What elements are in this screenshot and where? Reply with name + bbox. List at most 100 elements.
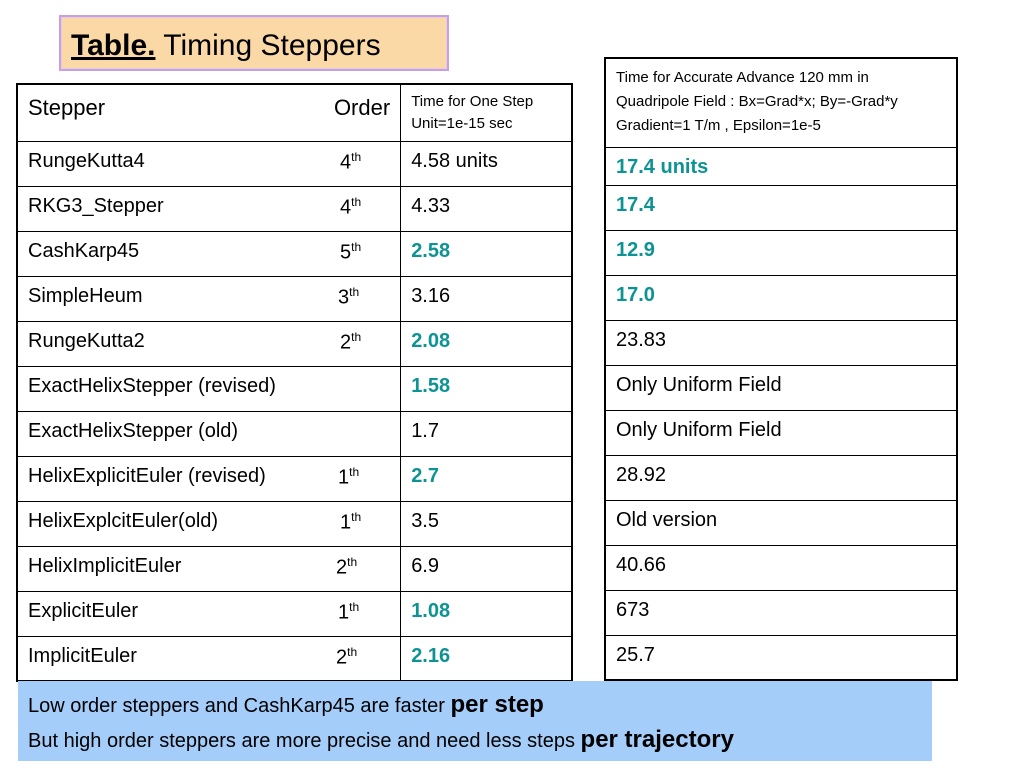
table-row: ExactHelixStepper (old) 1.7 bbox=[16, 410, 573, 457]
stepper-order: 5th bbox=[340, 240, 361, 265]
time-per-step-cell: 2.58 bbox=[400, 230, 573, 277]
note-line1-text: Low order steppers and CashKarp45 are fa… bbox=[28, 695, 451, 717]
stepper-name: ExactHelixStepper (revised) bbox=[28, 374, 276, 397]
table-row: 28.92 bbox=[604, 454, 958, 501]
table-row: 25.7 bbox=[604, 634, 958, 681]
accurate-advance-cell: Only Uniform Field bbox=[604, 409, 958, 456]
table-row: RKG3_Stepper 4th 4.33 bbox=[16, 185, 573, 232]
stepper-name: RKG3_Stepper bbox=[28, 194, 164, 217]
table-row: SimpleHeum 3th 3.16 bbox=[16, 275, 573, 322]
table-row: ExactHelixStepper (revised) 1.58 bbox=[16, 365, 573, 412]
order-value: 2 bbox=[340, 331, 352, 354]
summary-note: Low order steppers and CashKarp45 are fa… bbox=[18, 681, 932, 761]
stepper-cell: CashKarp45 5th bbox=[16, 230, 402, 277]
order-value: 3 bbox=[338, 286, 350, 309]
table-row: ImplicitEuler 2th 2.16 bbox=[16, 635, 573, 682]
stepper-cell: RKG3_Stepper 4th bbox=[16, 185, 402, 232]
header-advance-line2: Quadripole Field : Bx=Grad*x; By=-Grad*y bbox=[616, 93, 898, 110]
time-per-step-cell: 1.58 bbox=[400, 365, 573, 412]
stepper-cell: RungeKutta4 4th bbox=[16, 140, 402, 187]
order-value: 4 bbox=[340, 196, 352, 219]
time-per-step-cell: 6.9 bbox=[400, 545, 573, 592]
stepper-name: HelixExplicitEuler (revised) bbox=[28, 464, 266, 487]
order-suffix: th bbox=[349, 464, 360, 479]
header-stepper: Stepper bbox=[28, 95, 106, 120]
accurate-advance-cell: 23.83 bbox=[604, 319, 958, 366]
order-suffix: th bbox=[351, 194, 362, 209]
stepper-cell: RungeKutta2 2th bbox=[16, 320, 402, 367]
stepper-name: ImplicitEuler bbox=[28, 644, 137, 667]
stepper-order: 2th bbox=[336, 645, 357, 670]
table-row: 17.4 bbox=[604, 184, 958, 231]
order-value: 2 bbox=[336, 646, 348, 669]
note-line2-text: But high order steppers are more precise… bbox=[28, 730, 581, 752]
order-value: 1 bbox=[338, 601, 350, 624]
table-header-row: Time for Accurate Advance 120 mm in Quad… bbox=[604, 57, 958, 148]
header-advance-line3: Gradient=1 T/m , Epsilon=1e-5 bbox=[616, 117, 821, 134]
order-suffix: th bbox=[347, 644, 358, 659]
stepper-name: HelixExplcitEuler(old) bbox=[28, 509, 219, 532]
table-row: RungeKutta2 2th 2.08 bbox=[16, 320, 573, 367]
table-row: RungeKutta4 4th 4.58 units bbox=[16, 140, 573, 187]
accurate-advance-table: Time for Accurate Advance 120 mm in Quad… bbox=[604, 57, 958, 681]
accurate-advance-cell: 17.4 bbox=[604, 184, 958, 231]
accurate-advance-cell: 40.66 bbox=[604, 544, 958, 591]
stepper-order: 1th bbox=[338, 465, 359, 490]
header-stepper-cell: Stepper Order bbox=[16, 83, 402, 142]
order-suffix: th bbox=[349, 599, 360, 614]
time-per-step-cell: 2.08 bbox=[400, 320, 573, 367]
order-suffix: th bbox=[351, 329, 362, 344]
table-row: 17.4 units bbox=[604, 146, 958, 186]
accurate-advance-cell: Only Uniform Field bbox=[604, 364, 958, 411]
stepper-name: CashKarp45 bbox=[28, 239, 140, 262]
stepper-order: 2th bbox=[340, 330, 361, 355]
time-per-step-cell: 1.7 bbox=[400, 410, 573, 457]
stepper-name: ExactHelixStepper (old) bbox=[28, 419, 239, 442]
order-suffix: th bbox=[347, 554, 358, 569]
table-row: HelixExplicitEuler (revised) 1th 2.7 bbox=[16, 455, 573, 502]
accurate-advance-cell: 12.9 bbox=[604, 229, 958, 276]
accurate-advance-cell: 17.4 units bbox=[604, 146, 958, 186]
header-time-line1: Time for One Step bbox=[411, 93, 534, 110]
stepper-cell: HelixExplicitEuler (revised) 1th bbox=[16, 455, 402, 502]
time-per-step-cell: 3.16 bbox=[400, 275, 573, 322]
table-header-row: Stepper Order Time for One Step Unit=1e-… bbox=[16, 83, 573, 142]
accurate-advance-cell: 25.7 bbox=[604, 634, 958, 681]
note-line2-bold: per trajectory bbox=[580, 726, 734, 753]
header-advance-cell: Time for Accurate Advance 120 mm in Quad… bbox=[604, 57, 958, 148]
header-time-line2: Unit=1e-15 sec bbox=[411, 115, 513, 132]
order-suffix: th bbox=[351, 149, 362, 164]
order-value: 1 bbox=[338, 466, 350, 489]
stepper-cell: ExactHelixStepper (revised) bbox=[16, 365, 402, 412]
accurate-advance-cell: 673 bbox=[604, 589, 958, 636]
stepper-cell: HelixExplcitEuler(old) 1th bbox=[16, 500, 402, 547]
stepper-order: 1th bbox=[340, 510, 361, 535]
stepper-name: RungeKutta4 bbox=[28, 149, 145, 172]
order-suffix: th bbox=[349, 284, 360, 299]
table-row: HelixExplcitEuler(old) 1th 3.5 bbox=[16, 500, 573, 547]
order-suffix: th bbox=[351, 239, 362, 254]
table-row: Old version bbox=[604, 499, 958, 546]
stepper-cell: ImplicitEuler 2th bbox=[16, 635, 402, 682]
time-per-step-cell: 3.5 bbox=[400, 500, 573, 547]
stepper-cell: HelixImplicitEuler 2th bbox=[16, 545, 402, 592]
header-advance-line1: Time for Accurate Advance 120 mm in bbox=[616, 69, 869, 86]
order-suffix: th bbox=[351, 509, 362, 524]
stepper-name: ExplicitEuler bbox=[28, 599, 139, 622]
table-row: HelixImplicitEuler 2th 6.9 bbox=[16, 545, 573, 592]
stepper-name: HelixImplicitEuler bbox=[28, 554, 182, 577]
time-per-step-cell: 2.16 bbox=[400, 635, 573, 682]
accurate-advance-cell: 28.92 bbox=[604, 454, 958, 501]
stepper-name: SimpleHeum bbox=[28, 284, 143, 307]
table-row: 17.0 bbox=[604, 274, 958, 321]
table-row: Only Uniform Field bbox=[604, 409, 958, 456]
stepper-order: 4th bbox=[340, 195, 361, 220]
title-prefix: Table. bbox=[71, 29, 156, 62]
stepper-cell: ExplicitEuler 1th bbox=[16, 590, 402, 637]
stepper-order: 4th bbox=[340, 150, 361, 175]
order-value: 2 bbox=[336, 556, 348, 579]
order-value: 5 bbox=[340, 241, 352, 264]
title-text: Timing Steppers bbox=[163, 29, 381, 62]
header-order: Order bbox=[333, 95, 391, 120]
stepper-cell: ExactHelixStepper (old) bbox=[16, 410, 402, 457]
